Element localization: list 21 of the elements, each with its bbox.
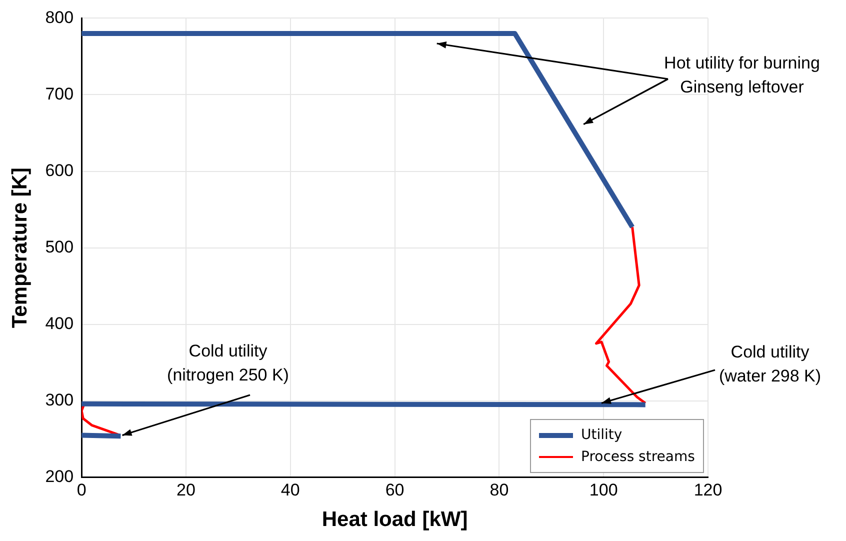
x-tick-label: 60	[385, 480, 404, 500]
y-tick-label: 200	[45, 467, 74, 486]
annotation: Cold utility (water 298 K)	[718, 342, 822, 386]
y-tick-label: 500	[45, 237, 74, 256]
y-axis-title: Temperature [K]	[8, 167, 32, 328]
x-tick-label: 100	[589, 480, 618, 500]
x-axis-title: Heat load [kW]	[322, 508, 468, 532]
x-tick-label: 20	[176, 480, 196, 500]
x-tick-label: 80	[490, 480, 509, 500]
y-tick-label: 800	[45, 8, 74, 27]
y-tick-label: 600	[45, 160, 74, 180]
y-tick-label: 400	[45, 314, 74, 334]
y-tick-label: 300	[45, 390, 74, 410]
x-tick-label: 120	[694, 480, 722, 500]
annotation: Cold utility (nitrogen 250 K)	[167, 342, 289, 385]
y-tick-label: 700	[45, 84, 74, 104]
legend-label: Utility	[581, 426, 622, 446]
legend-label: Process streams	[581, 448, 695, 468]
x-tick-label: 0	[76, 480, 86, 500]
x-tick-label: 40	[280, 480, 300, 500]
annotation: Hot utility for burning Ginseng leftover	[664, 54, 820, 97]
